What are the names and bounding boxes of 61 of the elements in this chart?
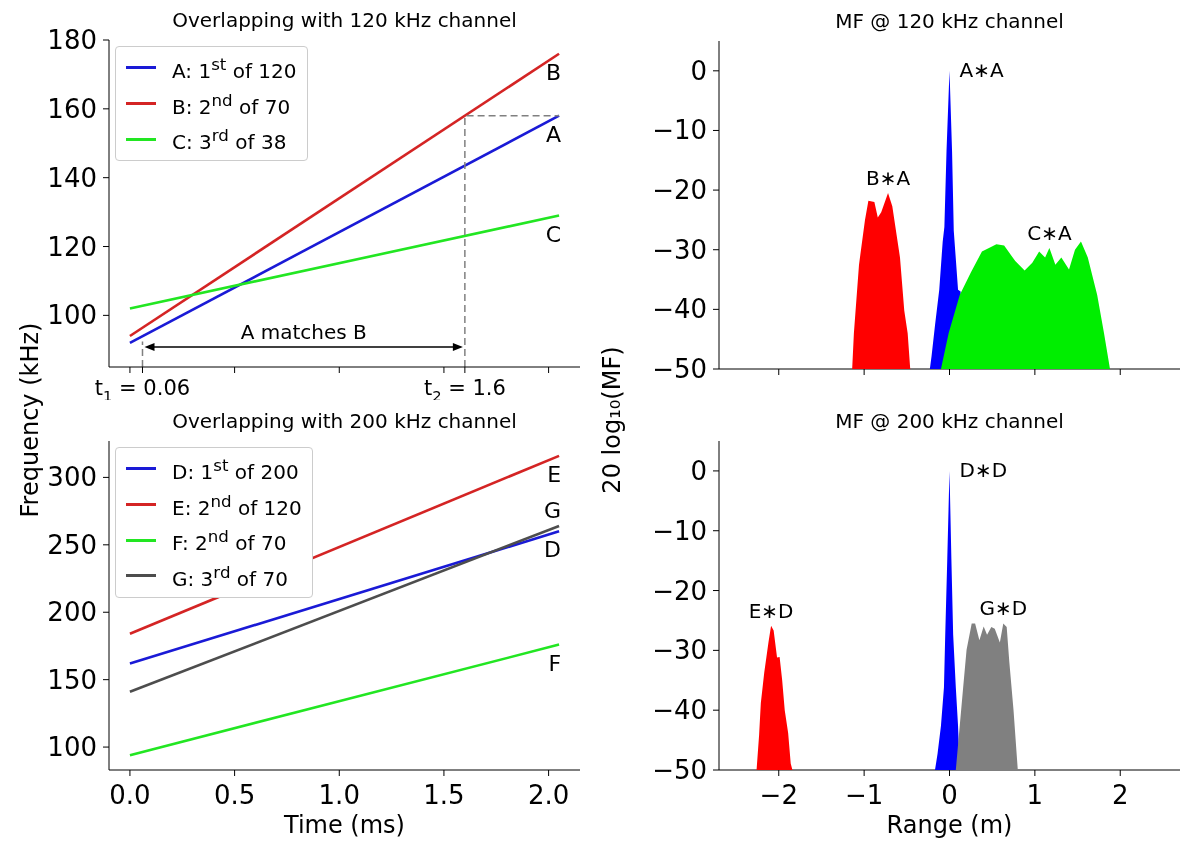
annotation: G∗D [979,596,1028,621]
y-tick-label: −30 [652,234,707,265]
x-axis-title: Time (ms) [283,811,405,839]
legend-label: G: 3$^{rd}$ of 70 [172,561,288,593]
annotation: C∗A [1027,220,1072,245]
y-tick-label: −40 [652,695,707,726]
y-tick-label: 0 [690,455,707,486]
y-tick-label: −50 [652,755,707,785]
legend-label: D: 1$^{st}$ of 200 [172,455,299,486]
annotation: E∗D [748,598,794,623]
chart-title: MF @ 200 kHz channel [834,409,1065,433]
y-tick-label: 200 [47,597,97,628]
y-tick-label: 150 [47,664,97,695]
chart-title: Overlapping with 120 kHz channel [171,8,518,32]
y-tick-label: 120 [47,231,97,262]
x-tick-label: 0 [941,780,958,810]
y-tick-label: −50 [652,354,707,384]
y-tick-label: 140 [47,162,97,193]
annotation: B∗A [865,166,911,191]
y-tick-label: 160 [47,93,97,124]
x-tick-label: 1.5 [423,780,465,810]
y-tick-label: −20 [652,575,707,606]
y-tick-label: 100 [47,732,97,763]
annotation: A matches B [240,320,367,344]
x-tick-label: 2.0 [527,780,570,810]
x-tick-label: 0.5 [213,780,256,810]
legend-label: E: 2$^{nd}$ of 120 [172,490,302,522]
legend-label: A: 1$^{st}$ of 120 [172,54,297,85]
y-tick-label: 250 [47,529,97,560]
x-tick-label: 2 [1111,780,1129,810]
x-tick-label: −2 [759,780,798,810]
chart-title: MF @ 120 kHz channel [834,9,1065,33]
x-tick-label: 1 [1026,780,1044,810]
annotation: A [546,121,562,147]
annotation: G [544,497,562,523]
legend-label: B: 2$^{nd}$ of 70 [172,89,291,121]
y-axis-title: Frequency (kHz) [16,321,44,520]
y-tick-label: −10 [652,515,707,546]
annotation: E [547,461,562,487]
y-tick-label: −10 [652,115,707,146]
annotation: D∗D [959,457,1008,482]
x-axis-title: Range (m) [886,811,1013,839]
y-tick-label: 100 [47,300,97,331]
y-tick-label: −30 [652,635,707,666]
x-tick-label: 0.0 [109,780,151,810]
annotation: B [545,59,562,85]
annotation: A∗A [959,57,1004,82]
x-tick-label: −1 [844,780,884,810]
y-tick-label: 0 [690,55,707,86]
legend-label: C: 3$^{rd}$ of 38 [172,125,287,156]
y-tick-label: −20 [652,175,707,206]
annotation: C [545,221,562,247]
y-tick-label: 180 [47,25,97,55]
annotation: D [544,537,562,563]
y-axis-title: 20 log₁₀(MF) [598,345,626,496]
y-tick-label: 300 [47,462,97,493]
legend-label: F: 2$^{nd}$ of 70 [172,526,287,557]
x-tick-label: 1.0 [318,780,360,810]
annotation: F [548,650,562,676]
y-tick-label: −40 [652,294,707,325]
chart-title: Overlapping with 200 kHz channel [171,409,518,433]
